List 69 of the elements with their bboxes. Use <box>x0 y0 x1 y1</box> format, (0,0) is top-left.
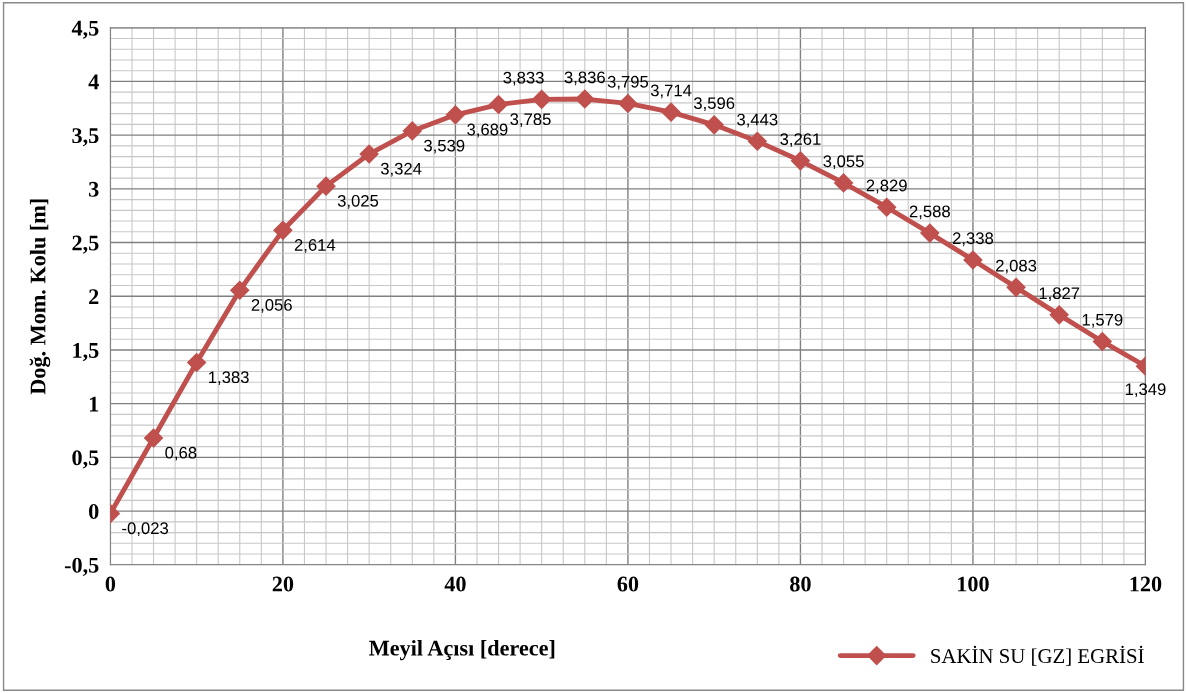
y-tick-label: 0 <box>89 504 99 520</box>
y-tick-label: 3,5 <box>72 128 99 147</box>
point <box>790 151 810 171</box>
data-label: 3,443 <box>737 113 778 128</box>
point <box>704 115 724 135</box>
data-label: 1,827 <box>1039 287 1080 302</box>
y-tick-label: 1 <box>89 396 99 412</box>
data-label: -0,023 <box>122 522 169 537</box>
data-label: 2,829 <box>866 179 907 194</box>
data-label: 3,324 <box>380 162 422 177</box>
y-tick-label: 3 <box>89 181 99 197</box>
point <box>359 144 379 164</box>
y-tick-label: 1,5 <box>73 343 99 362</box>
point <box>963 250 983 270</box>
point <box>402 121 422 141</box>
point <box>661 102 681 122</box>
x-tick-label: 0 <box>105 576 116 592</box>
point <box>877 197 897 217</box>
data-label: 1,349 <box>1125 383 1166 398</box>
y-tick-label: 0,5 <box>72 450 99 469</box>
data-label: 1,383 <box>209 371 249 386</box>
data-label: 2,083 <box>996 259 1037 274</box>
data-label: 2,338 <box>952 232 994 247</box>
point <box>187 352 207 373</box>
point <box>618 93 638 113</box>
data-label: 3,596 <box>693 97 735 111</box>
data-label: 0,68 <box>165 446 197 461</box>
data-label: 2,588 <box>909 205 950 220</box>
x-axis-title: Meyil Açısı [derece] <box>369 639 555 661</box>
point <box>230 280 250 300</box>
point <box>316 176 336 196</box>
data-label: 3,785 <box>510 113 551 128</box>
point <box>489 94 509 115</box>
data-label: 3,055 <box>823 155 864 170</box>
point <box>920 223 940 243</box>
point <box>273 220 293 240</box>
point <box>143 428 164 448</box>
point <box>834 173 854 193</box>
point <box>1092 331 1112 352</box>
y-tick-label: 4 <box>88 74 99 90</box>
x-tick-label: 120 <box>1130 576 1162 592</box>
data-label: 3,795 <box>607 75 649 90</box>
data-label: 3,539 <box>424 139 465 154</box>
point <box>445 105 465 125</box>
y-tick-label: 2,5 <box>72 235 99 254</box>
data-label: 2,056 <box>251 299 292 313</box>
point <box>575 89 595 109</box>
data-label: 3,025 <box>337 194 379 209</box>
data-label: 3,689 <box>467 123 508 138</box>
y-tick-label: 4,5 <box>71 20 99 39</box>
point <box>1006 277 1026 297</box>
x-tick-label: 20 <box>272 576 294 592</box>
y-tick-label: 2 <box>89 289 99 304</box>
x-tick-label: 100 <box>958 576 989 592</box>
data-label: 3,714 <box>650 84 692 99</box>
point <box>747 131 767 151</box>
point <box>1049 305 1069 325</box>
x-tick-label: 60 <box>617 576 639 592</box>
point <box>532 89 552 109</box>
data-label: 2,614 <box>294 239 336 253</box>
x-tick-label: 80 <box>790 576 811 592</box>
y-axis-title: Doğ. Mom. Kolu [m] <box>29 199 51 395</box>
data-label: 1,579 <box>1082 313 1123 328</box>
legend-label: SAKİN SU [GZ] EGRİSİ <box>931 645 1144 666</box>
data-label: 3,836 <box>564 71 605 86</box>
data-label: 3,261 <box>780 133 821 147</box>
data-label: 3,833 <box>503 71 544 86</box>
y-tick-label: -0,5 <box>64 557 99 576</box>
x-tick-label: 40 <box>444 576 466 592</box>
